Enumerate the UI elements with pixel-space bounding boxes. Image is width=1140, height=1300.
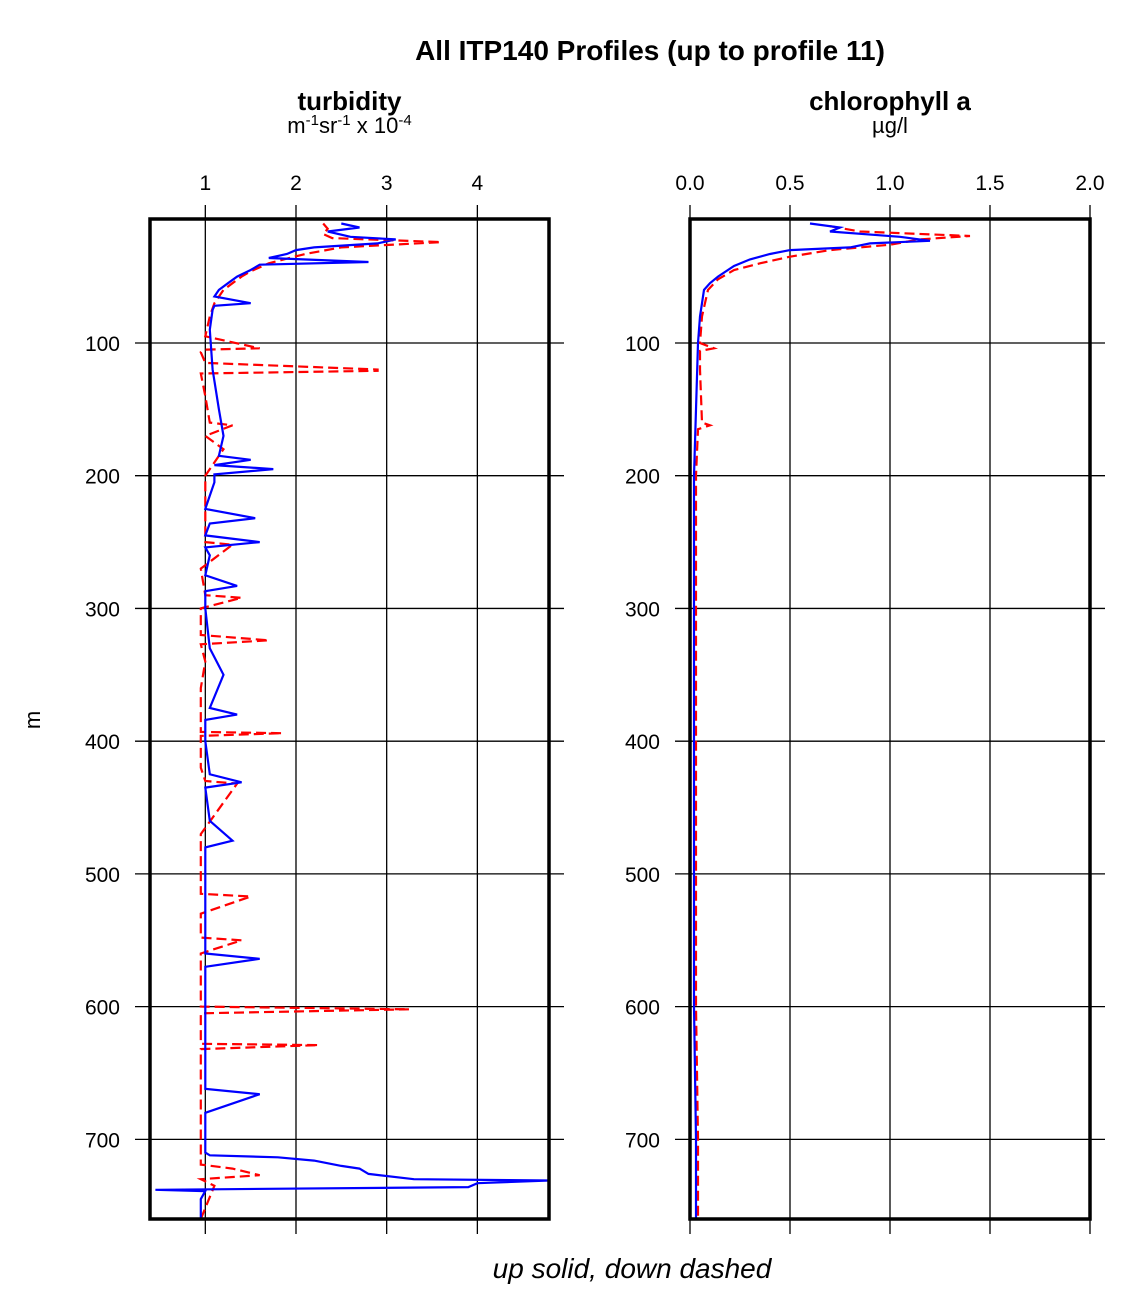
y-axis-label: m [20, 711, 45, 729]
series-up-line [692, 222, 931, 1219]
y-tick-label: 700 [85, 1129, 120, 1152]
x-tick-label: 1.5 [975, 172, 1004, 195]
y-tick-label: 500 [625, 864, 660, 887]
chart-title: All ITP140 Profiles (up to profile 11) [415, 35, 885, 66]
series-down-line [196, 222, 442, 1219]
footer-legend-note: up solid, down dashed [493, 1253, 773, 1284]
x-tick-label: 1 [199, 172, 211, 195]
y-tick-label: 200 [625, 466, 660, 489]
panel-title: chlorophyll a [809, 86, 971, 116]
x-tick-label: 2.0 [1075, 172, 1104, 195]
x-axis-unit: m-1sr-1 x 10-4 [287, 112, 411, 139]
y-tick-label: 300 [85, 598, 120, 621]
y-tick-label: 400 [625, 731, 660, 754]
x-axis-unit: µg/l [872, 113, 908, 138]
y-tick-label: 600 [625, 997, 660, 1020]
series-up-line [155, 222, 549, 1219]
x-tick-label: 2 [290, 172, 302, 195]
y-tick-label: 400 [85, 731, 120, 754]
y-tick-label: 100 [85, 333, 120, 356]
y-tick-label: 600 [85, 997, 120, 1020]
y-tick-label: 700 [625, 1129, 660, 1152]
series-down-line [694, 225, 971, 1219]
x-tick-label: 0.5 [775, 172, 804, 195]
x-tick-label: 1.0 [875, 172, 904, 195]
panel-chlorophyll: chlorophyll aµg/l 0.0 0.5 1.0 1.5 2.0 100 200 30… [625, 86, 1105, 1234]
y-tick-label: 300 [625, 598, 660, 621]
x-tick-label: 4 [472, 172, 484, 195]
y-tick-label: 500 [85, 864, 120, 887]
plot-frame [148, 217, 551, 1221]
x-tick-label: 0.0 [675, 172, 704, 195]
y-tick-label: 200 [85, 466, 120, 489]
y-tick-label: 100 [625, 333, 660, 356]
panel-title: turbidity [298, 86, 403, 116]
plot-frame [688, 217, 1092, 1221]
x-tick-label: 3 [381, 172, 393, 195]
